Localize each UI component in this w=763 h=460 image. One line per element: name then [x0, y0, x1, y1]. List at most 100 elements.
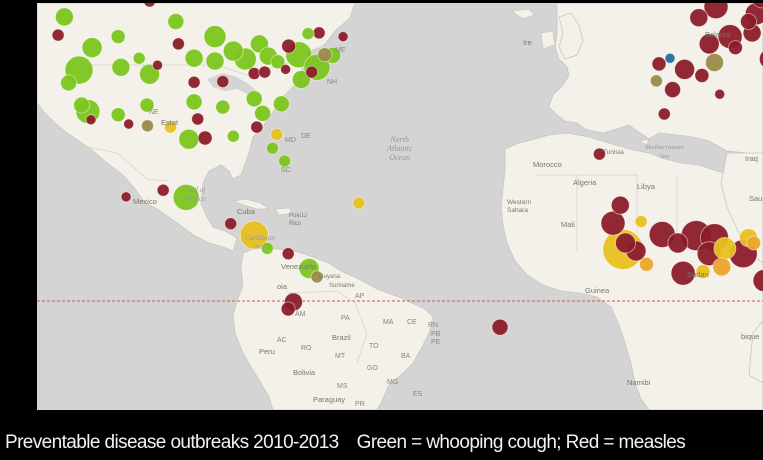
- outbreak-marker-whooping-cough[interactable]: [205, 51, 225, 71]
- outbreak-marker-measles[interactable]: [171, 37, 185, 51]
- outbreak-marker-measles[interactable]: [752, 3, 763, 9]
- outbreak-marker-whooping-cough[interactable]: [203, 25, 227, 48]
- outbreak-marker-whooping-cough[interactable]: [110, 29, 126, 44]
- outbreak-marker-measles[interactable]: [280, 301, 296, 317]
- outbreak-marker-measles[interactable]: [714, 88, 726, 100]
- label-mediterranean-sea: Mediterranean Sea: [645, 144, 684, 160]
- outbreak-marker-measles[interactable]: [689, 8, 709, 28]
- outbreak-marker-whooping-cough[interactable]: [81, 37, 103, 58]
- outbreak-marker-olive[interactable]: [310, 270, 324, 284]
- outbreak-marker-measles[interactable]: [216, 75, 230, 88]
- outbreak-marker-whooping-cough[interactable]: [301, 27, 315, 41]
- outbreak-marker-measles[interactable]: [740, 13, 757, 30]
- label-peru: Peru: [259, 347, 275, 356]
- label-state-ap: AP: [355, 293, 365, 300]
- outbreak-marker-measles[interactable]: [491, 318, 509, 336]
- outbreak-marker-yellow[interactable]: [695, 264, 711, 280]
- outbreak-marker-olive[interactable]: [317, 47, 333, 63]
- outbreak-marker-measles[interactable]: [280, 64, 292, 75]
- label-puerto-rico: Puerto Rico: [289, 213, 307, 227]
- outbreak-marker-measles[interactable]: [600, 210, 626, 236]
- outbreak-marker-whooping-cough[interactable]: [272, 95, 290, 113]
- outbreak-marker-whooping-cough[interactable]: [278, 154, 292, 168]
- outbreak-marker-whooping-cough[interactable]: [184, 48, 204, 68]
- outbreak-marker-whooping-cough[interactable]: [139, 97, 155, 113]
- outbreak-marker-whooping-cough[interactable]: [222, 40, 244, 62]
- outbreak-marker-measles[interactable]: [593, 147, 606, 161]
- outbreak-marker-whooping-cough[interactable]: [291, 70, 311, 89]
- outbreak-marker-olive[interactable]: [705, 53, 724, 72]
- outbreak-marker-whooping-cough[interactable]: [266, 141, 279, 155]
- outbreak-marker-measles[interactable]: [143, 3, 156, 8]
- outbreak-marker-whooping-cough[interactable]: [254, 105, 272, 122]
- label-state-go: GO: [367, 365, 378, 372]
- outbreak-marker-yellow[interactable]: [164, 120, 177, 134]
- outbreak-marker-measles[interactable]: [759, 49, 763, 69]
- outbreak-marker-measles[interactable]: [156, 183, 170, 197]
- outbreak-marker-measles[interactable]: [85, 114, 97, 126]
- outbreak-marker-measles[interactable]: [120, 191, 132, 203]
- map-canvas[interactable]: [37, 3, 763, 410]
- outbreak-marker-measles[interactable]: [703, 3, 729, 20]
- outbreak-marker-measles[interactable]: [281, 38, 297, 54]
- outbreak-marker-whooping-cough[interactable]: [111, 57, 131, 77]
- outbreak-marker-yellow[interactable]: [239, 220, 269, 250]
- label-state-to: TO: [369, 343, 379, 350]
- outbreak-marker-blue[interactable]: [664, 52, 676, 64]
- outbreak-marker-measles[interactable]: [667, 232, 689, 254]
- outbreak-marker-whooping-cough[interactable]: [167, 13, 185, 30]
- outbreak-marker-whooping-cough[interactable]: [172, 183, 200, 211]
- outbreak-marker-whooping-cough[interactable]: [270, 54, 286, 70]
- outbreak-marker-measles[interactable]: [694, 68, 710, 83]
- outbreak-marker-yellow[interactable]: [352, 196, 366, 210]
- outbreak-marker-whooping-cough[interactable]: [110, 107, 126, 123]
- outbreak-marker-whooping-cough[interactable]: [54, 7, 74, 27]
- outbreak-marker-whooping-cough[interactable]: [60, 74, 78, 92]
- outbreak-marker-measles[interactable]: [752, 269, 763, 292]
- outbreak-marker-measles[interactable]: [670, 260, 696, 286]
- outbreak-marker-whooping-cough[interactable]: [73, 96, 90, 114]
- outbreak-marker-measles[interactable]: [610, 195, 630, 215]
- outbreak-marker-measles[interactable]: [312, 26, 326, 40]
- outbreak-marker-measles[interactable]: [651, 56, 667, 72]
- outbreak-marker-measles[interactable]: [247, 67, 261, 80]
- outbreak-marker-orange[interactable]: [639, 256, 654, 272]
- outbreak-marker-measles[interactable]: [337, 31, 349, 42]
- outbreak-marker-measles[interactable]: [305, 65, 319, 79]
- label-sudan: Sudan: [687, 270, 709, 279]
- outbreak-marker-olive[interactable]: [650, 74, 663, 88]
- outbreak-markers: [51, 3, 763, 336]
- outbreak-marker-whooping-cough[interactable]: [185, 93, 203, 111]
- outbreak-marker-measles[interactable]: [51, 28, 65, 42]
- outbreak-marker-whooping-cough[interactable]: [215, 99, 231, 115]
- outbreak-marker-measles[interactable]: [191, 112, 205, 126]
- label-state-pb: PB: [431, 331, 441, 338]
- outbreak-marker-measles[interactable]: [224, 217, 238, 231]
- outbreak-marker-measles[interactable]: [123, 118, 135, 130]
- outbreak-marker-measles[interactable]: [250, 120, 264, 134]
- outbreak-marker-measles[interactable]: [258, 65, 272, 79]
- outbreak-marker-measles[interactable]: [664, 81, 681, 98]
- outbreak-marker-orange[interactable]: [746, 235, 762, 251]
- outbreak-marker-measles[interactable]: [698, 33, 720, 55]
- outbreak-marker-whooping-cough[interactable]: [132, 51, 146, 65]
- outbreak-marker-yellow[interactable]: [270, 127, 284, 141]
- outbreak-marker-measles[interactable]: [152, 59, 163, 71]
- outbreak-marker-measles[interactable]: [728, 40, 743, 55]
- outbreak-marker-measles[interactable]: [674, 59, 695, 80]
- outbreak-marker-measles[interactable]: [657, 107, 671, 121]
- outbreak-marker-measles[interactable]: [281, 247, 295, 261]
- outbreak-marker-measles[interactable]: [197, 130, 213, 146]
- outbreak-marker-measles[interactable]: [615, 232, 636, 254]
- outbreak-marker-whooping-cough[interactable]: [226, 129, 240, 143]
- outbreak-marker-yellow[interactable]: [634, 215, 648, 228]
- outbreak-marker-whooping-cough[interactable]: [260, 241, 274, 255]
- outbreak-marker-measles[interactable]: [187, 75, 201, 89]
- outbreak-marker-whooping-cough[interactable]: [245, 90, 263, 108]
- label-state-pr: PR: [355, 401, 365, 408]
- outbreak-marker-yellow[interactable]: [713, 236, 737, 260]
- outbreak-marker-olive[interactable]: [141, 119, 154, 133]
- outbreak-marker-whooping-cough[interactable]: [178, 128, 200, 150]
- outbreak-marker-orange[interactable]: [712, 257, 732, 277]
- map-panel[interactable]: North Atlantic Ocean Gulf of Mexico Cari…: [37, 3, 763, 410]
